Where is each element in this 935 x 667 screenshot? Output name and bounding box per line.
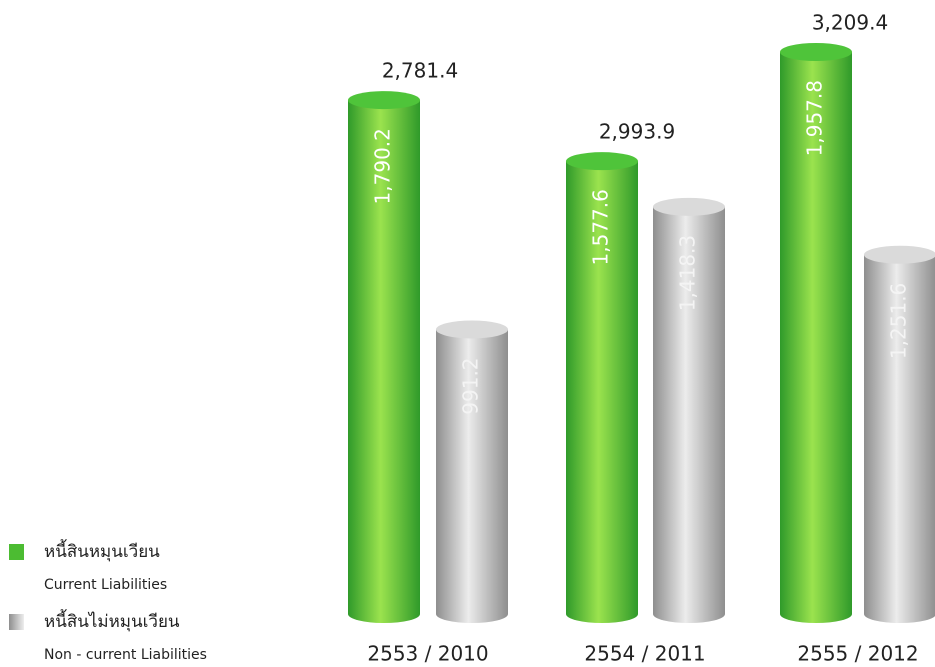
- bar-top: [864, 245, 935, 264]
- bar: [653, 206, 725, 615]
- x-tick-label: 2553 / 2010: [367, 642, 488, 666]
- legend-label-en: Non - current Liabilities: [44, 647, 207, 663]
- value-label: 1,577.6: [589, 189, 613, 265]
- total-label: 2,993.9: [599, 120, 675, 144]
- bar-top: [348, 91, 420, 110]
- bar: [780, 52, 852, 614]
- bar-top: [780, 43, 852, 61]
- bar-top: [566, 152, 638, 171]
- bar: [436, 329, 508, 614]
- total-label: 3,209.4: [812, 11, 888, 35]
- x-tick-label: 2555 / 2012: [797, 642, 918, 666]
- value-label: 1,957.8: [803, 80, 827, 156]
- bar-top: [653, 197, 725, 216]
- legend-swatch: [9, 614, 24, 630]
- bar: [348, 100, 420, 615]
- value-label: 991.2: [459, 357, 483, 414]
- x-tick-label: 2554 / 2011: [584, 642, 705, 666]
- value-label: 1,251.6: [887, 283, 911, 359]
- bar-top: [436, 320, 508, 339]
- bar: [566, 161, 638, 614]
- legend-label-en: Current Liabilities: [44, 577, 167, 593]
- legend-swatch: [9, 544, 24, 560]
- total-label: 2,781.4: [382, 59, 458, 83]
- legend-label: หนี้สินหมุนเวียน: [44, 539, 160, 562]
- bar: [864, 254, 935, 614]
- legend-label: หนี้สินไม่หมุนเวียน: [44, 609, 180, 632]
- value-label: 1,418.3: [676, 235, 700, 311]
- value-label: 1,790.2: [371, 128, 395, 204]
